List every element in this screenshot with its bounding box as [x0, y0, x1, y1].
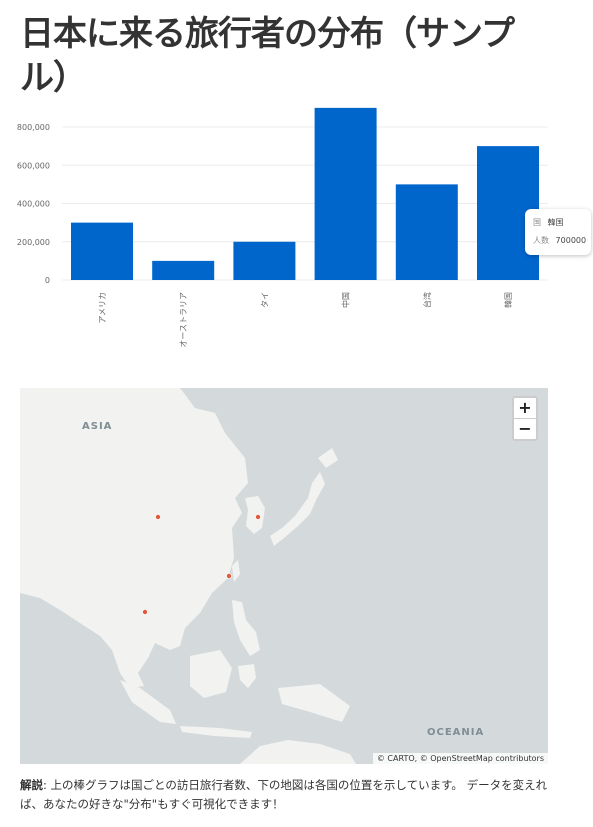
description: 解説: 上の棒グラフは国ごとの訪日旅行者数、下の地図は各国の位置を示しています。…: [20, 776, 555, 814]
bar-アメリカ[interactable]: [71, 222, 133, 280]
bar-chart: 0 200,000 400,000 600,000 800,000 アメリカ オーストラリ…: [17, 107, 548, 348]
region-label-oceania: OCEANIA: [427, 727, 485, 738]
region-label-asia: ASIA: [82, 421, 113, 432]
tooltip-count-value: 700000: [555, 236, 587, 245]
y-tick-label: 800,000: [17, 123, 50, 132]
bar-中国[interactable]: [314, 107, 377, 280]
x-tick-label: アメリカ: [98, 292, 107, 324]
chart-bars: [71, 107, 539, 280]
chart-tooltip: 国 韓国 人数 700000: [525, 209, 591, 255]
zoom-out-button[interactable]: −: [518, 419, 532, 438]
chart-gridlines: [62, 126, 548, 281]
page-title: 日本に来る旅行者の分布（サンプル）: [20, 14, 515, 98]
bar-タイ[interactable]: [233, 241, 296, 280]
tooltip-country-key: 国: [533, 218, 541, 227]
bar-台湾[interactable]: [395, 184, 458, 280]
map-marker-タイ[interactable]: [142, 609, 148, 615]
map-markers: [142, 514, 261, 615]
map-marker-韓国[interactable]: [255, 514, 261, 520]
x-tick-label: オーストラリア: [179, 292, 188, 348]
zoom-control: + −: [512, 396, 538, 441]
x-tick-label: 台湾: [422, 292, 432, 308]
x-tick-label: タイ: [260, 292, 269, 308]
y-tick-label: 200,000: [17, 238, 50, 247]
zoom-in-button[interactable]: +: [514, 398, 536, 419]
map-marker-中国[interactable]: [155, 514, 161, 520]
y-tick-label: 400,000: [17, 200, 50, 209]
bar-オーストラリア[interactable]: [152, 260, 215, 280]
description-label: 解説: [20, 778, 43, 792]
map-land: [20, 388, 356, 764]
world-map[interactable]: ASIA OCEANIA + − © CARTO, © OpenStreetMa…: [20, 388, 548, 764]
y-axis-ticks: 0 200,000 400,000 600,000 800,000: [17, 123, 50, 285]
x-tick-label: 中国: [341, 292, 351, 308]
map-marker-台湾[interactable]: [226, 573, 232, 579]
y-tick-label: 0: [45, 276, 50, 285]
x-axis-ticks: アメリカ オーストラリア タイ 中国 台湾 韓国: [98, 292, 513, 348]
description-text: : 上の棒グラフは国ごとの訪日旅行者数、下の地図は各国の位置を示しています。 デ…: [20, 778, 548, 811]
x-tick-label: 韓国: [503, 292, 513, 308]
map-attribution[interactable]: © CARTO, © OpenStreetMap contributors: [372, 753, 548, 764]
tooltip-country-value: 韓国: [547, 218, 564, 227]
tooltip-count-key: 人数: [533, 236, 549, 245]
y-tick-label: 600,000: [17, 161, 50, 170]
